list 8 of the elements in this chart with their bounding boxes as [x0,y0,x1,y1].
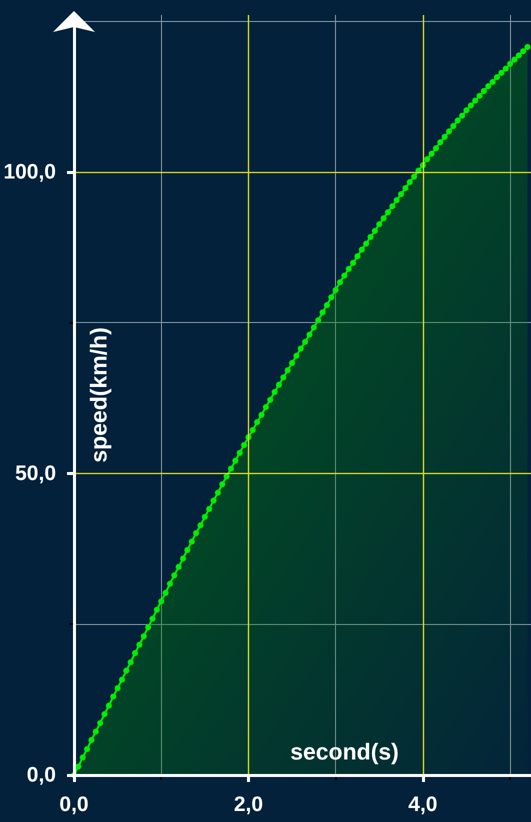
y-tick-label: 50,0 [15,462,56,485]
y-axis-title: speed(km/h) [86,327,112,463]
y-tick-label: 0,0 [26,764,56,786]
x-tick-label: 0,0 [59,793,89,816]
x-tick-label: 2,0 [234,793,264,816]
x-axis-title: second(s) [290,738,399,764]
x-tick-label: 4,0 [408,793,438,816]
y-tick-label: 100,0 [3,160,56,184]
